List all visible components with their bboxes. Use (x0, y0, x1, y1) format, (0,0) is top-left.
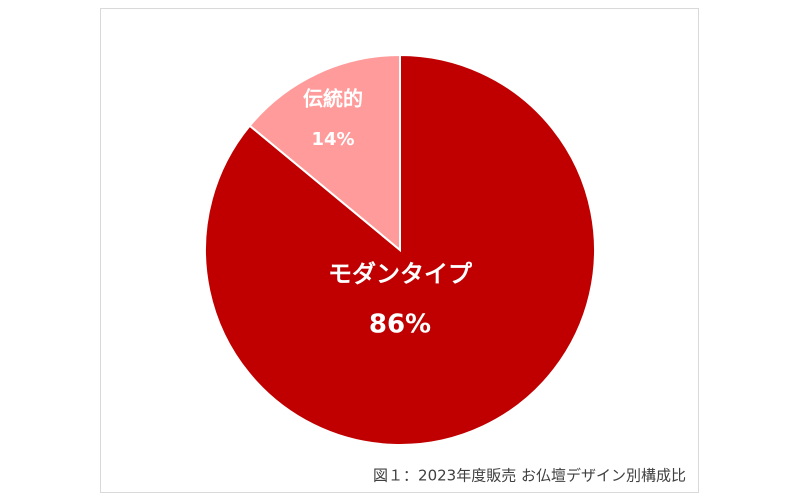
slice-label: モダンタイプ (328, 260, 473, 288)
pie-slice (248, 53, 401, 253)
chart-caption: 図１：2023年度販売 お仏壇デザイン別構成比 (373, 467, 686, 485)
slice-label: 伝統的 (303, 87, 363, 111)
pie (204, 53, 596, 446)
slice-value-label: 86% (369, 310, 431, 340)
slice-value-label: 14% (311, 129, 354, 150)
